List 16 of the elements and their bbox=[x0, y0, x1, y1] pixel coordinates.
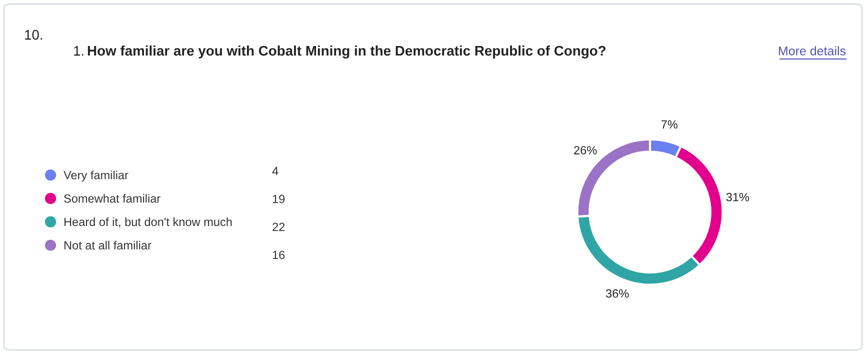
text: 4 bbox=[272, 166, 278, 176]
data-label: 26% bbox=[574, 146, 597, 154]
text: 10. bbox=[25, 30, 42, 40]
legend-label: Somewhat familiar bbox=[64, 194, 160, 203]
text: 1. bbox=[74, 46, 84, 56]
chart-title: How familiar are you with Cobalt Mining in the Democratic Republic of Congo? bbox=[88, 45, 606, 59]
text: More details bbox=[778, 46, 846, 56]
text: 16 bbox=[272, 250, 285, 260]
legend-label: Not at all familiar bbox=[64, 240, 152, 250]
text: 19 bbox=[272, 194, 285, 204]
legend-label: Very familiar bbox=[64, 170, 128, 182]
data-label: 31% bbox=[726, 192, 750, 202]
data-label: 7% bbox=[661, 120, 678, 129]
text: 22 bbox=[272, 222, 285, 232]
data-label: 36% bbox=[606, 289, 629, 298]
legend-label: Heard of it, but don't know much bbox=[64, 217, 232, 228]
